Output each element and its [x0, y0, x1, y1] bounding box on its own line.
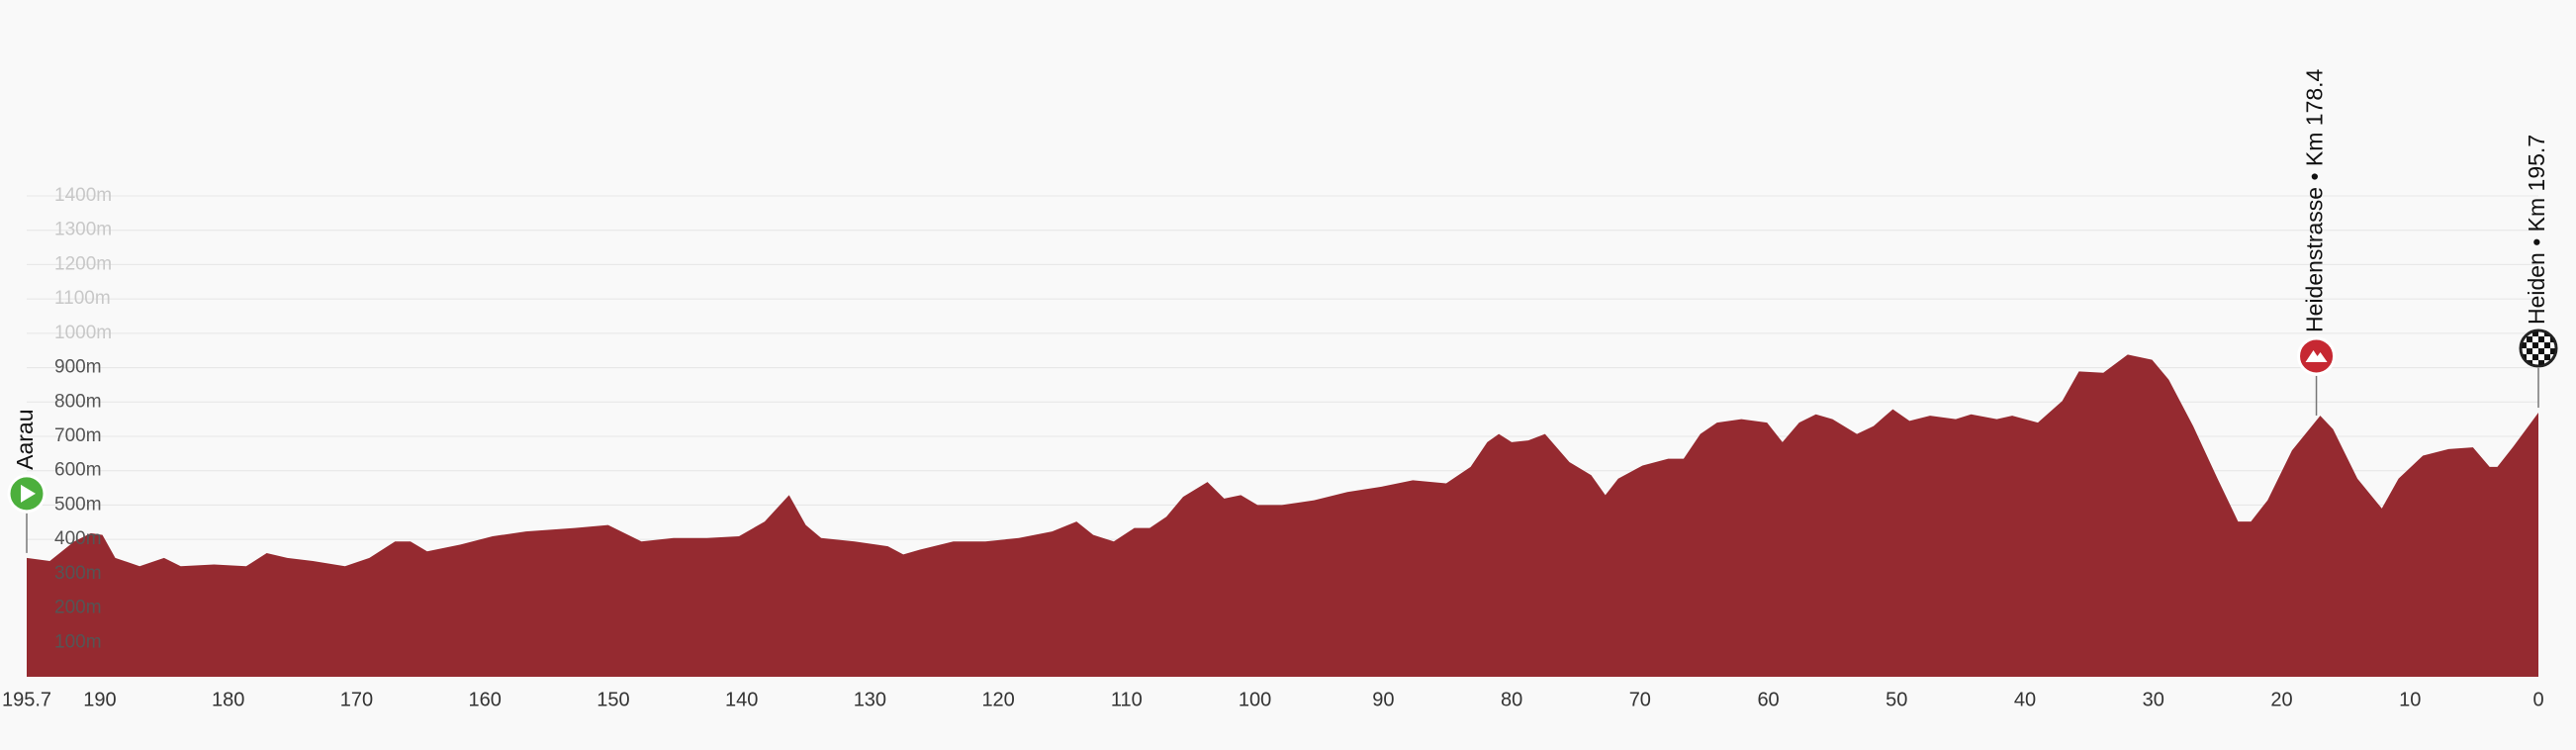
finish-square	[2538, 348, 2544, 355]
y-tick-label: 300m	[54, 563, 102, 584]
x-tick-label: 170	[340, 689, 373, 710]
finish-square	[2538, 360, 2544, 366]
x-tick-label: 70	[1629, 689, 1651, 710]
x-tick-label: 0	[2532, 689, 2543, 710]
y-tick-label: 1000m	[54, 323, 112, 343]
y-tick-label: 900m	[54, 357, 102, 378]
y-tick-label: 700m	[54, 425, 102, 446]
finish-square	[2522, 342, 2527, 349]
x-tick-label: 10	[2399, 689, 2421, 710]
finish-square	[2544, 342, 2550, 349]
finish-square	[2550, 348, 2555, 355]
x-tick-label: 40	[2014, 689, 2036, 710]
y-tick-label: 100m	[54, 631, 102, 652]
y-tick-label: 1300m	[54, 220, 112, 240]
annotation: Heidenstrasse • Km 178.4	[2297, 68, 2337, 416]
finish-square	[2527, 348, 2532, 355]
x-tick-label: 140	[725, 689, 758, 710]
y-tick-label: 500m	[54, 494, 102, 515]
finish-square	[2527, 336, 2532, 343]
y-tick-label: 600m	[54, 460, 102, 481]
x-tick-label: 130	[854, 689, 886, 710]
x-tick-label: 30	[2143, 689, 2164, 710]
annotation: Heiden • Km 195.7	[2519, 135, 2558, 409]
x-tick-label: 160	[468, 689, 501, 710]
y-tick-label: 200m	[54, 598, 102, 618]
climb-mountain	[2305, 349, 2328, 362]
x-tick-label: 110	[1111, 689, 1143, 710]
y-tick-label: 400m	[54, 528, 102, 549]
y-tick-label: 800m	[54, 391, 102, 412]
finish-square	[2532, 331, 2538, 337]
x-tick-label: 120	[981, 689, 1014, 710]
annotation: Aarau	[7, 410, 46, 553]
x-tick-label: 150	[597, 689, 629, 710]
x-tick-label: 80	[1501, 689, 1522, 710]
x-tick-label: 90	[1372, 689, 1394, 710]
finish-square	[2538, 336, 2544, 343]
x-tick-label: 60	[1757, 689, 1779, 710]
x-tick-label: 195.7	[2, 689, 51, 710]
y-tick-label: 1400m	[54, 185, 112, 206]
y-tick-label: 1100m	[54, 288, 111, 309]
finish-square	[2532, 354, 2538, 361]
x-tick-label: 100	[1239, 689, 1271, 710]
finish-square	[2532, 342, 2538, 349]
x-tick-label: 190	[83, 689, 116, 710]
start-arrow	[21, 484, 36, 503]
y-tick-label: 1200m	[54, 253, 112, 274]
annotation-label: Heiden • Km 195.7	[2524, 135, 2549, 325]
x-tick-label: 20	[2270, 689, 2292, 710]
annotation-label: Aarau	[12, 410, 38, 470]
x-tick-label: 180	[212, 689, 244, 710]
finish-square	[2544, 354, 2550, 361]
annotation-label: Heidenstrasse • Km 178.4	[2302, 68, 2328, 332]
x-tick-label: 50	[1886, 689, 1907, 710]
elevation-area	[27, 354, 2538, 677]
